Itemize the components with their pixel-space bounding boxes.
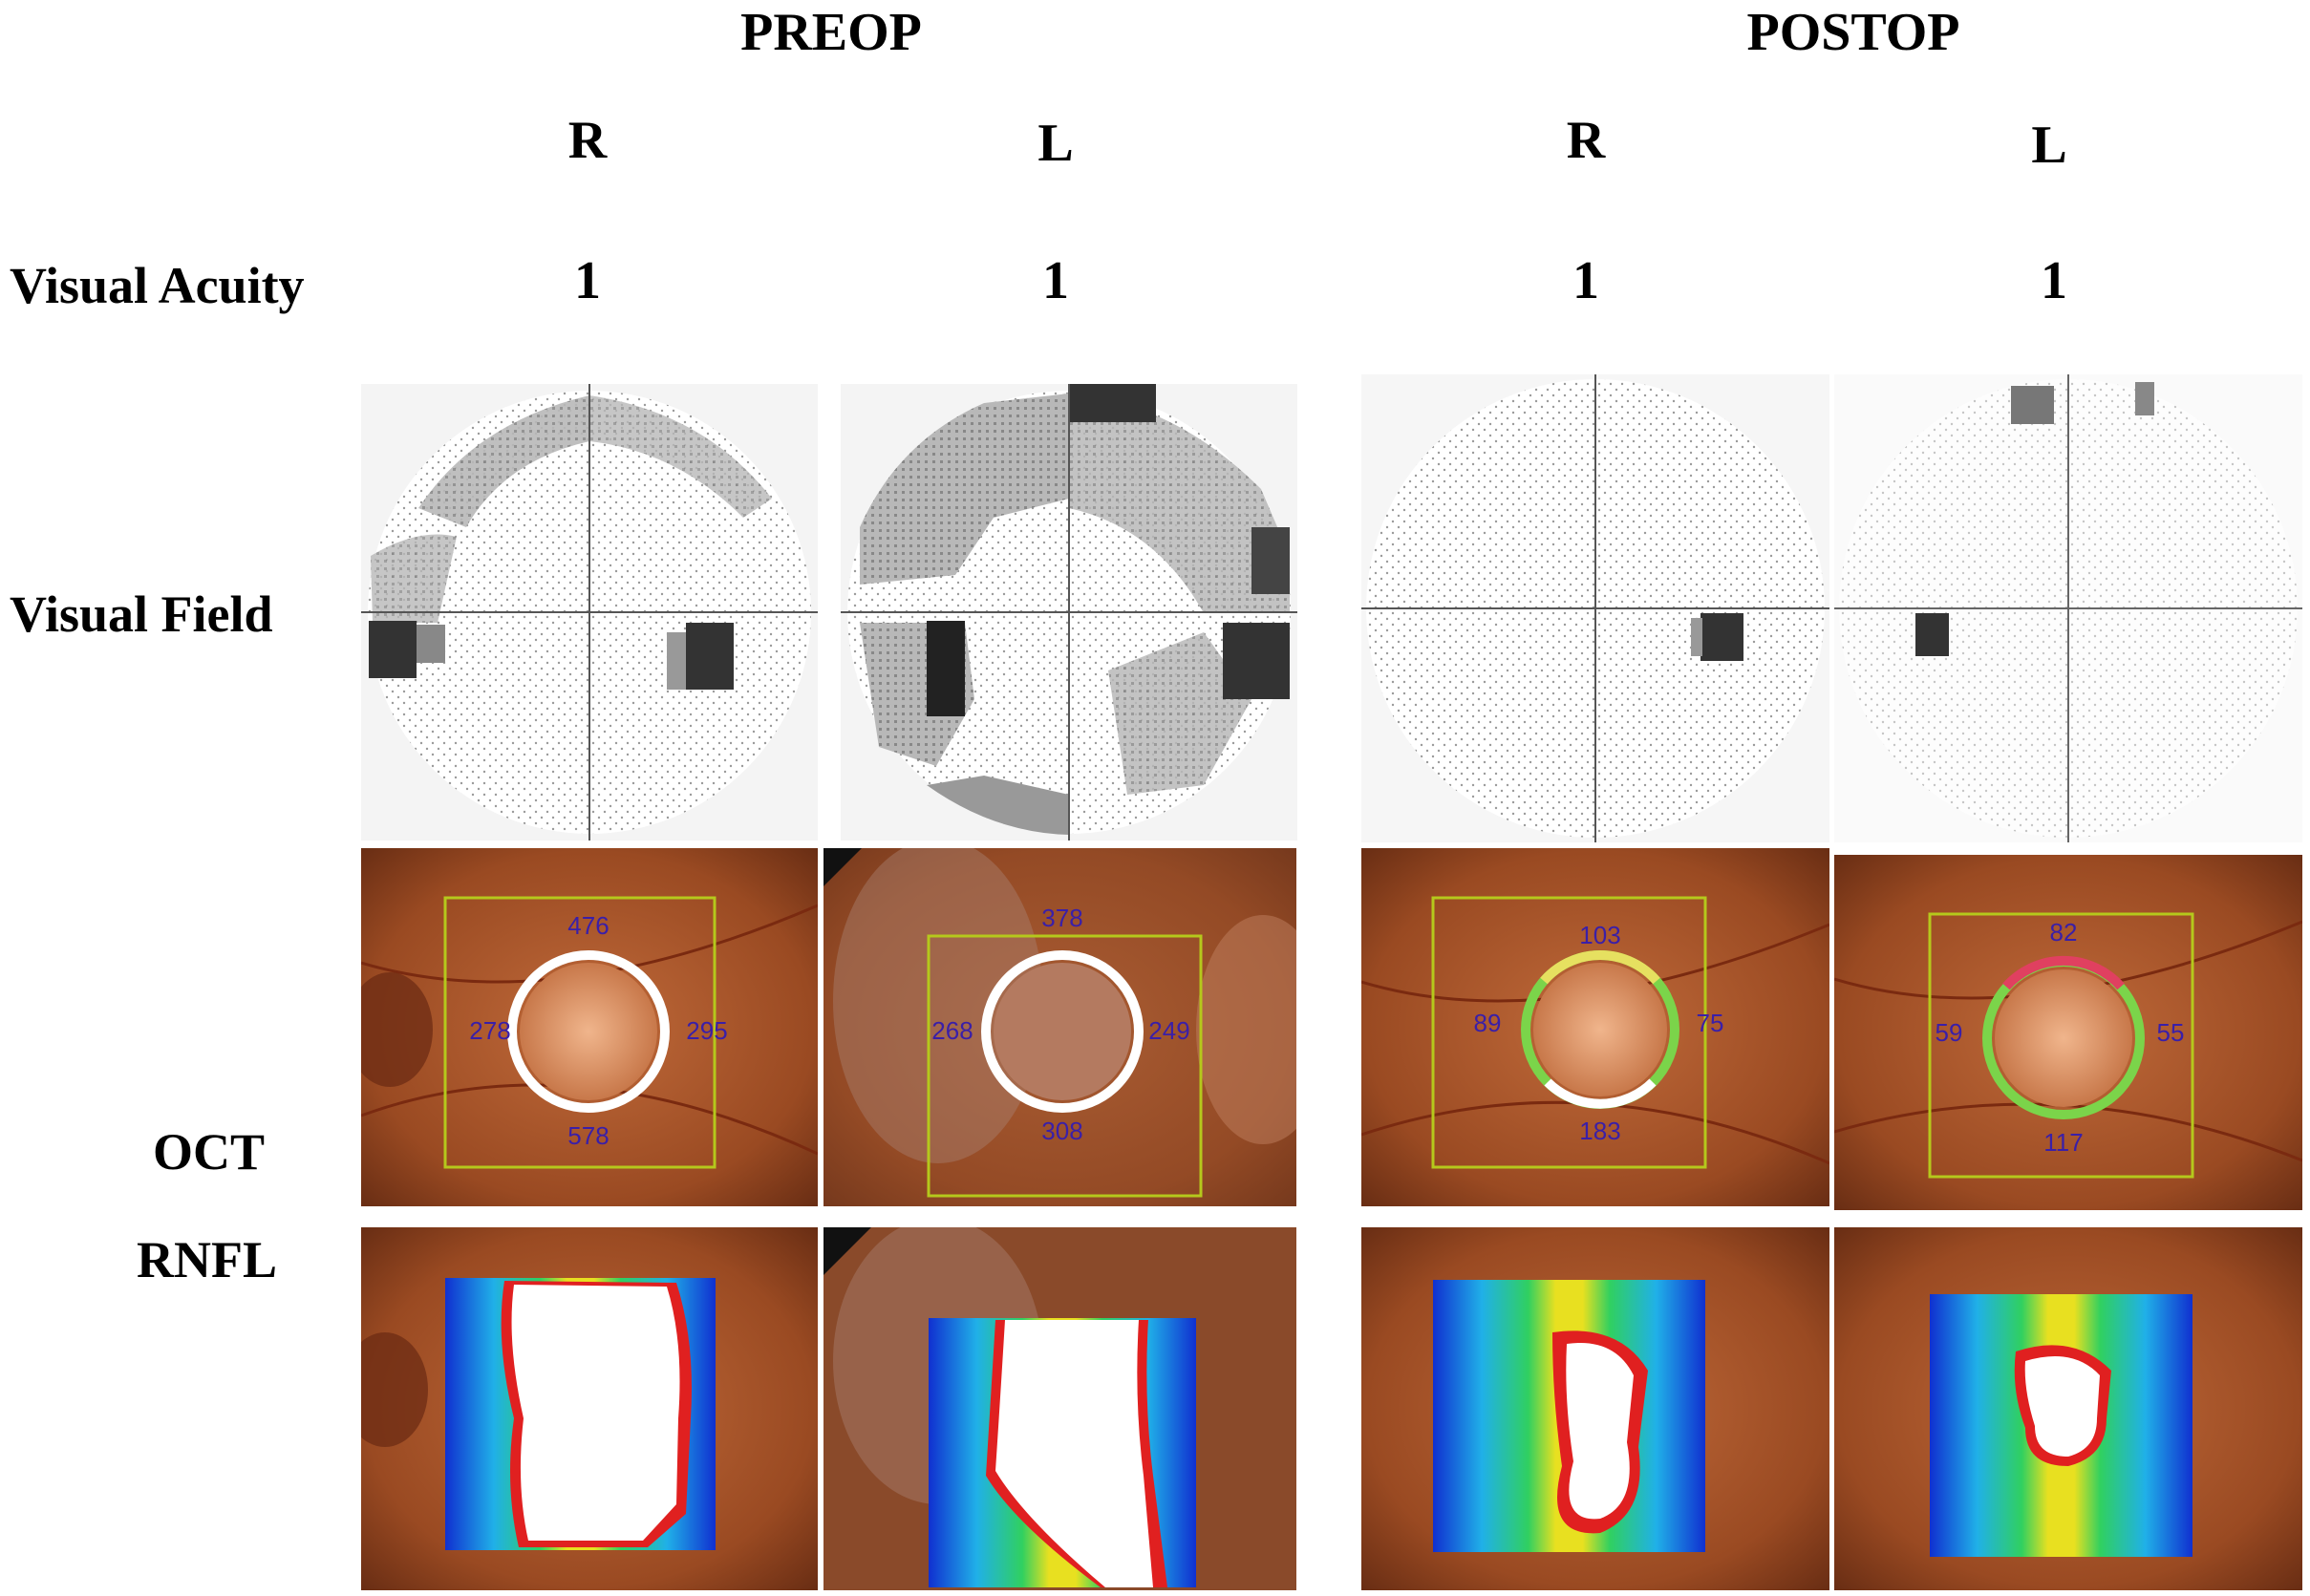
rnfl-map-postop-l [1834,1227,2302,1590]
oct-postop-l-top: 82 [2050,918,2078,947]
oct-postop-r-right: 75 [1697,1009,1724,1037]
visual-field-postop-r [1361,374,1829,842]
oct-fundus-postop-l: 82 59 55 117 [1834,855,2302,1210]
visual-acuity-preop-r: 1 [574,251,601,310]
oct-postop-l-left: 59 [1936,1018,1963,1047]
oct-preop-r-top: 476 [567,911,609,940]
rnfl-map-preop-l [823,1227,1296,1590]
oct-preop-l-right: 249 [1148,1016,1189,1045]
preop-left-eye-header: L [1037,114,1074,173]
oct-postop-r-left: 89 [1474,1009,1502,1037]
oct-fundus-postop-r: 103 89 75 183 [1361,848,1829,1206]
oct-postop-r-top: 103 [1579,921,1620,949]
visual-acuity-postop-l: 1 [2041,251,2067,310]
visual-field-label: Visual Field [10,585,273,643]
oct-fundus-preop-r: 476 278 295 578 [361,848,818,1206]
visual-acuity-preop-l: 1 [1042,251,1069,310]
oct-postop-l-right: 55 [2157,1018,2185,1047]
oct-preop-l-bottom: 308 [1041,1117,1082,1145]
oct-preop-l-top: 378 [1041,904,1082,932]
oct-preop-r-bottom: 578 [567,1121,609,1150]
oct-postop-l-bottom: 117 [2043,1128,2083,1157]
oct-fundus-preop-l: 378 268 249 308 [823,848,1296,1206]
visual-field-postop-l [1834,374,2302,842]
oct-label: OCT [153,1123,266,1181]
oct-postop-r-bottom: 183 [1579,1117,1620,1145]
visual-field-preop-r [361,384,818,841]
oct-preop-l-left: 268 [931,1016,973,1045]
visual-acuity-postop-r: 1 [1572,251,1599,310]
visual-acuity-label: Visual Acuity [10,257,305,314]
preop-header: PREOP [740,3,922,62]
postop-left-eye-header: L [2031,116,2067,175]
visual-field-preop-l [841,384,1297,841]
postop-header: POSTOP [1746,3,1960,62]
rnfl-label: RNFL [137,1231,277,1288]
rnfl-map-preop-r [361,1227,818,1590]
rnfl-map-postop-r [1361,1227,1829,1590]
oct-preop-r-left: 278 [469,1016,510,1045]
oct-preop-r-right: 295 [686,1016,727,1045]
postop-right-eye-header: R [1566,111,1606,170]
preop-right-eye-header: R [567,111,608,170]
